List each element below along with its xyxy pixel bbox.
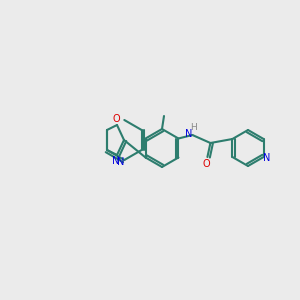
Text: H: H	[190, 122, 197, 131]
Text: N: N	[112, 156, 120, 166]
Text: N: N	[117, 157, 124, 167]
Text: O: O	[112, 114, 120, 124]
Text: N: N	[185, 129, 192, 139]
Text: N: N	[263, 153, 270, 163]
Text: O: O	[202, 159, 210, 169]
